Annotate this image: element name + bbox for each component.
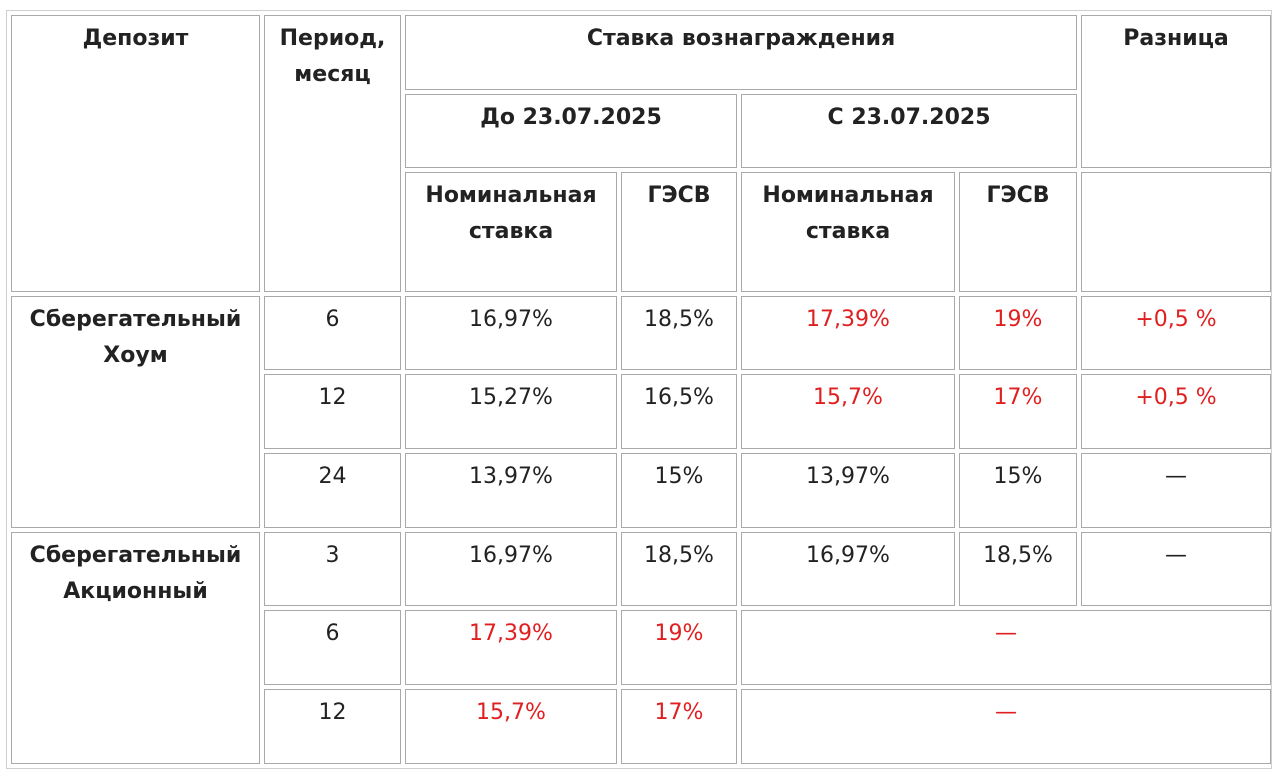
header-difference: Разница	[1081, 15, 1272, 169]
header-row-2: До 23.07.2025 С 23.07.2025	[11, 93, 1271, 169]
cell-nominal-after: 16,97%	[741, 531, 955, 607]
header-difference-empty	[1081, 172, 1272, 292]
table-row: Сберегательный Хоум 6 16,97% 18,5% 17,39%…	[11, 295, 1272, 528]
header-row-1: Депозит Период, месяц Ставка вознагражден…	[11, 15, 1272, 292]
cell-gesv-before: 19%	[621, 610, 737, 686]
cell-nominal-after: 15,7%	[741, 374, 955, 450]
header-before: До 23.07.2025	[405, 93, 737, 169]
deposit-name-promo: Сберегательный Акционный	[11, 531, 260, 764]
cell-difference: —	[1081, 531, 1272, 607]
header-gesv-after: ГЭСВ	[959, 172, 1078, 292]
cell-nominal-before: 16,97%	[405, 531, 617, 607]
cell-nominal-before: 16,97%	[405, 295, 617, 371]
header-deposit: Депозит	[11, 15, 260, 292]
cell-nominal-after: 17,39%	[741, 295, 955, 371]
cell-nominal-after: 13,97%	[741, 453, 955, 528]
header-gesv-before: ГЭСВ	[621, 172, 737, 292]
header-row-3: Номинальная ставка ГЭСВ Номинальная ставка…	[11, 172, 1272, 292]
header-nominal-before: Номинальная ставка	[405, 172, 617, 292]
cell-period: 6	[264, 295, 401, 371]
cell-period: 3	[264, 531, 401, 607]
deposit-rates-table: Депозит Период, месяц Ставка вознагражден…	[7, 11, 1275, 768]
cell-gesv-before: 18,5%	[621, 531, 737, 607]
cell-gesv-before: 18,5%	[621, 295, 737, 371]
table-row: 12 15,7% 17% —	[11, 689, 1272, 764]
cell-period: 12	[264, 374, 401, 450]
header-rate: Ставка вознаграждения	[405, 15, 1078, 90]
cell-nominal-before: 15,27%	[405, 374, 617, 450]
table-row: 6 17,39% 19% —	[11, 610, 1272, 686]
cell-difference: +0,5 %	[1081, 374, 1272, 450]
table-row: Сберегательный Акционный 3 16,97% 18,5% 1…	[11, 531, 1272, 764]
cell-merged-after: —	[741, 689, 1272, 764]
cell-nominal-before: 17,39%	[405, 610, 617, 686]
cell-nominal-before: 15,7%	[405, 689, 617, 764]
cell-period: 12	[264, 689, 401, 764]
cell-period: 6	[264, 610, 401, 686]
cell-gesv-after: 15%	[959, 453, 1078, 528]
header-nominal-after: Номинальная ставка	[741, 172, 955, 292]
cell-gesv-before: 17%	[621, 689, 737, 764]
cell-gesv-after: 18,5%	[959, 531, 1078, 607]
cell-period: 24	[264, 453, 401, 528]
table-row: 12 15,27% 16,5% 15,7% 17% +0,5 %	[11, 374, 1272, 450]
cell-gesv-before: 15%	[621, 453, 737, 528]
cell-gesv-after: 19%	[959, 295, 1078, 371]
table-row: 24 13,97% 15% 13,97% 15% —	[11, 453, 1272, 528]
cell-nominal-before: 13,97%	[405, 453, 617, 528]
header-period: Период, месяц	[264, 15, 401, 292]
cell-gesv-before: 16,5%	[621, 374, 737, 450]
deposit-name-home: Сберегательный Хоум	[11, 295, 260, 528]
cell-gesv-after: 17%	[959, 374, 1078, 450]
cell-difference: +0,5 %	[1081, 295, 1272, 371]
cell-merged-after: —	[741, 610, 1272, 686]
rates-table-container: Депозит Период, месяц Ставка вознагражден…	[6, 10, 1272, 769]
cell-difference: —	[1081, 453, 1272, 528]
header-after: С 23.07.2025	[741, 93, 1078, 169]
